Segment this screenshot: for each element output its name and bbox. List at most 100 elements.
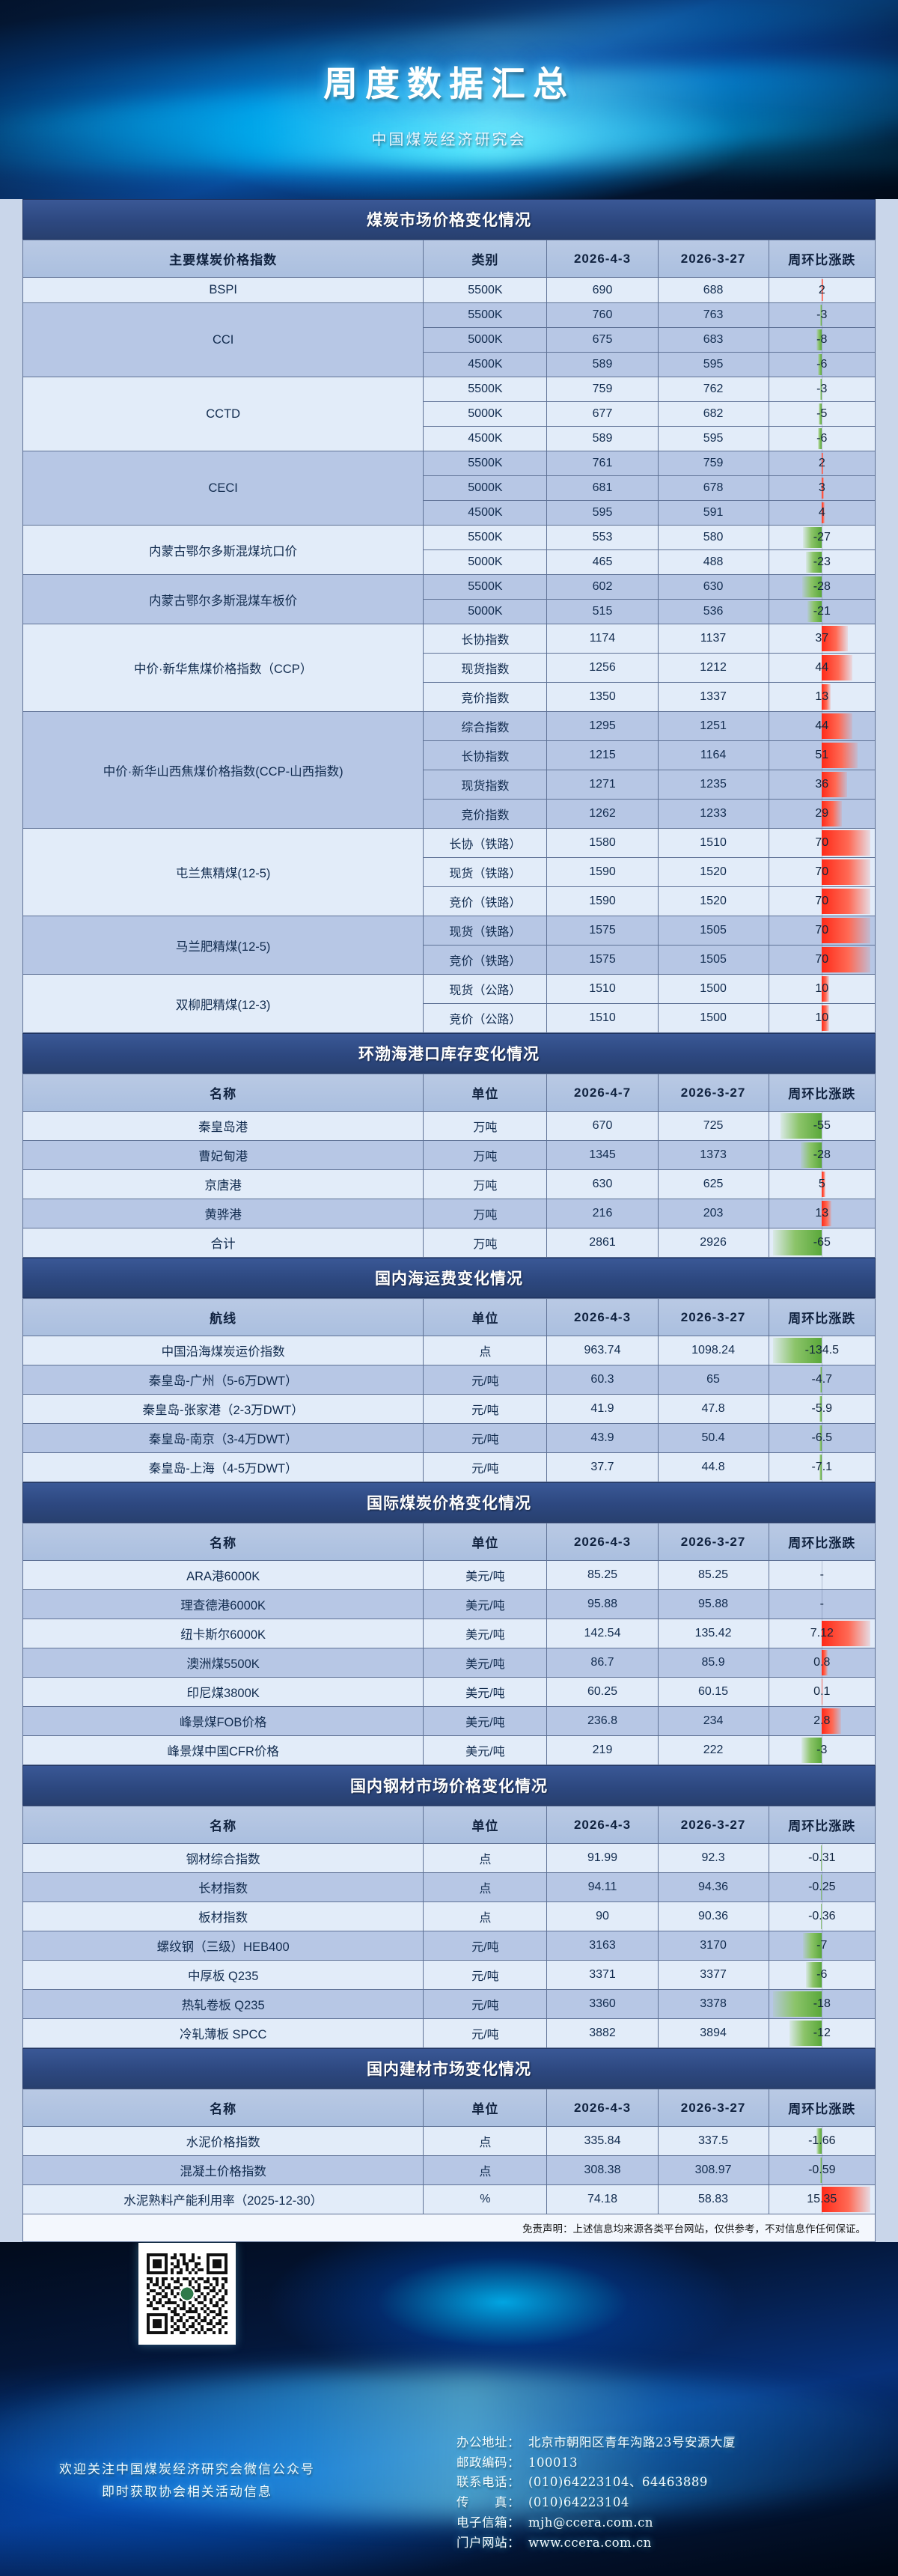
table-row: ARA港6000K 美元/吨 85.25 85.25- xyxy=(22,1560,876,1590)
row-label: 秦皇岛-南京（3-4万DWT） xyxy=(22,1423,424,1453)
row-value: 1590 xyxy=(546,857,659,887)
change-cell: -7 xyxy=(768,1931,876,1961)
row-value: 1505 xyxy=(657,945,769,975)
change-cell: -5 xyxy=(768,401,876,427)
row-value: 60.15 xyxy=(657,1677,769,1707)
row-category: 现货指数 xyxy=(423,770,548,800)
contact-value: 北京市朝阳区青年沟路23号安源大厦 xyxy=(528,2435,736,2449)
change-value: 70 xyxy=(815,836,829,849)
disclaimer-text: 免责声明：上述信息均来源各类平台网站，仅供参考，不对信息作任何保证。 xyxy=(22,2214,876,2242)
change-cell: 15.35 xyxy=(768,2184,876,2214)
decrease-bar xyxy=(807,601,822,622)
change-cell: -134.5 xyxy=(768,1336,876,1365)
decrease-bar xyxy=(819,1455,822,1480)
row-category: 竞价（公路） xyxy=(423,1003,548,1033)
column-header: 周环比涨跌 xyxy=(768,1074,876,1112)
change-cell: -55 xyxy=(768,1111,876,1141)
decrease-bar xyxy=(818,404,822,424)
row-value: 1164 xyxy=(657,740,769,770)
row-value: 761 xyxy=(546,451,659,476)
column-header: 2026-3-27 xyxy=(657,1806,769,1844)
row-label: 印尼煤3800K xyxy=(22,1677,424,1707)
increase-bar xyxy=(822,1201,832,1226)
row-value: 1580 xyxy=(546,828,659,858)
row-value: 595 xyxy=(657,426,769,451)
contact-label: 传 真： xyxy=(456,2495,520,2510)
row-value: 589 xyxy=(546,426,659,451)
row-category: 元/吨 xyxy=(423,1452,548,1482)
increase-bar xyxy=(822,713,853,739)
change-cell: - xyxy=(768,1560,876,1590)
row-value: 1590 xyxy=(546,886,659,916)
change-value: -0.25 xyxy=(808,1881,836,1893)
change-cell: 7.12 xyxy=(768,1619,876,1648)
row-value: 3371 xyxy=(546,1960,659,1990)
change-cell: 2 xyxy=(768,451,876,476)
section-band: 煤炭市场价格变化情况 xyxy=(22,199,876,240)
row-category: 长协指数 xyxy=(423,624,548,654)
contact-label: 办公地址： xyxy=(456,2435,520,2449)
row-value: 678 xyxy=(657,475,769,501)
change-value: -8 xyxy=(816,333,828,346)
decrease-bar xyxy=(819,2158,822,2183)
row-value: 536 xyxy=(657,599,769,624)
row-value: 630 xyxy=(657,574,769,600)
row-value: 86.7 xyxy=(546,1648,659,1678)
contact-line: 电子信箱： mjh@ccera.com.cn xyxy=(456,2513,736,2533)
decrease-bar xyxy=(773,1230,822,1255)
change-cell: 2.8 xyxy=(768,1706,876,1736)
data-table: 名称 单位 2026-4-7 2026-3-27 周环比涨跌 秦皇岛港 万吨 670 725 -5… xyxy=(22,1074,876,1258)
change-cell: 37 xyxy=(768,624,876,654)
row-label: 峰景煤中国CFR价格 xyxy=(22,1735,424,1765)
data-tables-container: 煤炭市场价格变化情况 主要煤炭价格指数 类别 2026-4-3 2026-3-27 周环比… xyxy=(0,199,898,2242)
increase-bar xyxy=(822,859,871,885)
row-value: 681 xyxy=(546,475,659,501)
row-value: 688 xyxy=(657,277,769,303)
change-cell: -12 xyxy=(768,2018,876,2048)
change-cell: 44 xyxy=(768,653,876,683)
row-value: 3170 xyxy=(657,1931,769,1961)
change-value: 13 xyxy=(815,1207,829,1220)
change-cell: -3 xyxy=(768,1735,876,1765)
page-subtitle: 中国煤炭经济研究会 xyxy=(371,130,527,148)
row-value: 591 xyxy=(657,500,769,526)
decrease-bar xyxy=(819,305,822,326)
change-cell: 10 xyxy=(768,1003,876,1033)
row-category: 长协指数 xyxy=(423,740,548,770)
decrease-bar xyxy=(819,1396,822,1422)
increase-bar xyxy=(822,453,824,474)
qr-code-wrapper xyxy=(138,2243,236,2345)
row-category: 元/吨 xyxy=(423,1989,548,2019)
row-category: 竞价（铁路） xyxy=(423,886,548,916)
row-label: CECI xyxy=(22,451,424,526)
table-row: CCTD 5500K 759 762 -3 xyxy=(22,377,876,451)
table-header-row: 名称 单位 2026-4-3 2026-3-27 周环比涨跌 xyxy=(22,1806,876,1844)
change-value: -21 xyxy=(813,605,831,618)
table-header-row: 名称 单位 2026-4-7 2026-3-27 周环比涨跌 xyxy=(22,1074,876,1112)
row-label: 黄骅港 xyxy=(22,1199,424,1228)
table-row: 现货指数 1256 1212 44 xyxy=(23,653,876,683)
row-category: 美元/吨 xyxy=(423,1706,548,1736)
change-cell: -1.66 xyxy=(768,2126,876,2156)
section-band: 国内钢材市场价格变化情况 xyxy=(22,1765,876,1806)
contact-line: 传 真： (010)64223104 xyxy=(456,2493,736,2513)
table-row: 峰景煤FOB价格 美元/吨 236.8 234 2.8 xyxy=(22,1706,876,1736)
change-cell: 5 xyxy=(768,1169,876,1199)
row-category: 点 xyxy=(423,2126,548,2156)
table-row: 水泥熟料产能利用率（2025-12-30）% 74.18 58.83 15.35 xyxy=(22,2184,876,2214)
row-value: 1510 xyxy=(546,1003,659,1033)
table-row: 长协指数 1215 1164 51 xyxy=(23,740,876,770)
row-category: 元/吨 xyxy=(423,1365,548,1395)
row-value: 762 xyxy=(657,377,769,402)
change-value: 13 xyxy=(815,690,829,703)
row-label: 混凝土价格指数 xyxy=(22,2155,424,2185)
row-category: 点 xyxy=(423,1336,548,1365)
table-header-row: 名称 单位 2026-4-3 2026-3-27 周环比涨跌 xyxy=(22,2089,876,2127)
wechat-qr-code-icon[interactable] xyxy=(138,2243,236,2345)
increase-bar xyxy=(822,684,831,710)
column-header: 2026-3-27 xyxy=(657,1298,769,1336)
change-value: -28 xyxy=(813,580,831,593)
decrease-bar xyxy=(803,1933,822,1958)
increase-bar xyxy=(822,502,825,523)
